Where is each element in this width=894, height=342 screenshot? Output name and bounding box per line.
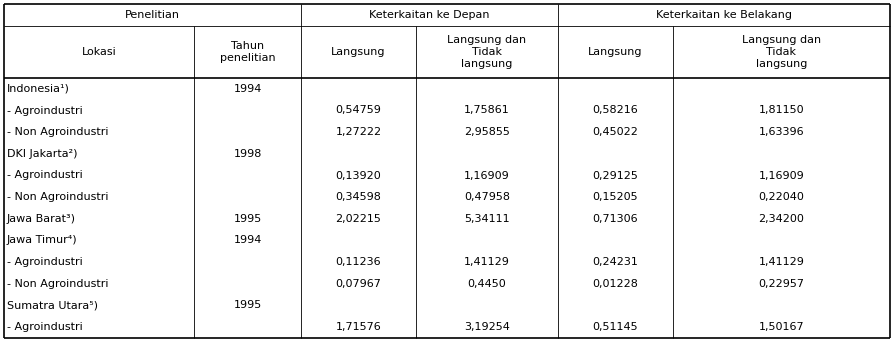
Text: 0,4450: 0,4450 [468, 279, 506, 289]
Text: Langsung dan
Tidak
langsung: Langsung dan Tidak langsung [447, 36, 527, 69]
Text: 1,16909: 1,16909 [759, 171, 805, 181]
Text: 1,16909: 1,16909 [464, 171, 510, 181]
Text: 1,81150: 1,81150 [759, 105, 805, 116]
Text: 0,24231: 0,24231 [593, 257, 638, 267]
Text: Langsung: Langsung [588, 47, 643, 57]
Text: - Non Agroindustri: - Non Agroindustri [7, 192, 108, 202]
Text: - Non Agroindustri: - Non Agroindustri [7, 279, 108, 289]
Text: 0,07967: 0,07967 [335, 279, 382, 289]
Text: 0,22040: 0,22040 [758, 192, 805, 202]
Text: 0,47958: 0,47958 [464, 192, 510, 202]
Text: - Agroindustri: - Agroindustri [7, 257, 83, 267]
Text: 5,34111: 5,34111 [464, 214, 510, 224]
Text: 3,19254: 3,19254 [464, 322, 510, 332]
Text: - Non Agroindustri: - Non Agroindustri [7, 127, 108, 137]
Text: Keterkaitan ke Belakang: Keterkaitan ke Belakang [656, 10, 792, 20]
Text: 0,51145: 0,51145 [593, 322, 638, 332]
Text: 1,41129: 1,41129 [758, 257, 805, 267]
Text: 2,02215: 2,02215 [335, 214, 382, 224]
Text: 1995: 1995 [233, 301, 262, 311]
Text: 1995: 1995 [233, 214, 262, 224]
Text: Penelitian: Penelitian [125, 10, 180, 20]
Text: Langsung dan
Tidak
langsung: Langsung dan Tidak langsung [742, 36, 821, 69]
Text: 2,34200: 2,34200 [758, 214, 805, 224]
Text: 0,11236: 0,11236 [335, 257, 381, 267]
Text: - Agroindustri: - Agroindustri [7, 322, 83, 332]
Text: Lokasi: Lokasi [82, 47, 116, 57]
Text: Jawa Barat³): Jawa Barat³) [7, 214, 76, 224]
Text: Keterkaitan ke Depan: Keterkaitan ke Depan [369, 10, 490, 20]
Text: Langsung: Langsung [331, 47, 385, 57]
Text: - Agroindustri: - Agroindustri [7, 105, 83, 116]
Text: Sumatra Utara⁵): Sumatra Utara⁵) [7, 301, 98, 311]
Text: 0,71306: 0,71306 [593, 214, 638, 224]
Text: 1998: 1998 [233, 149, 262, 159]
Text: Indonesia¹): Indonesia¹) [7, 84, 70, 94]
Text: 1,41129: 1,41129 [464, 257, 510, 267]
Text: 1,75861: 1,75861 [464, 105, 510, 116]
Text: 1994: 1994 [233, 84, 262, 94]
Text: 0,13920: 0,13920 [335, 171, 381, 181]
Text: 0,34598: 0,34598 [335, 192, 382, 202]
Text: 2,95855: 2,95855 [464, 127, 510, 137]
Text: 0,29125: 0,29125 [593, 171, 638, 181]
Text: 1994: 1994 [233, 236, 262, 246]
Text: 0,54759: 0,54759 [335, 105, 382, 116]
Text: 0,45022: 0,45022 [593, 127, 638, 137]
Text: 0,15205: 0,15205 [593, 192, 638, 202]
Text: 1,71576: 1,71576 [335, 322, 381, 332]
Text: 0,58216: 0,58216 [593, 105, 638, 116]
Text: 0,22957: 0,22957 [758, 279, 805, 289]
Text: DKI Jakarta²): DKI Jakarta²) [7, 149, 78, 159]
Text: 0,01228: 0,01228 [593, 279, 638, 289]
Text: 1,27222: 1,27222 [335, 127, 382, 137]
Text: Tahun
penelitian: Tahun penelitian [220, 41, 275, 63]
Text: Jawa Timur⁴): Jawa Timur⁴) [7, 236, 78, 246]
Text: - Agroindustri: - Agroindustri [7, 171, 83, 181]
Text: 1,50167: 1,50167 [759, 322, 805, 332]
Text: 1,63396: 1,63396 [759, 127, 805, 137]
